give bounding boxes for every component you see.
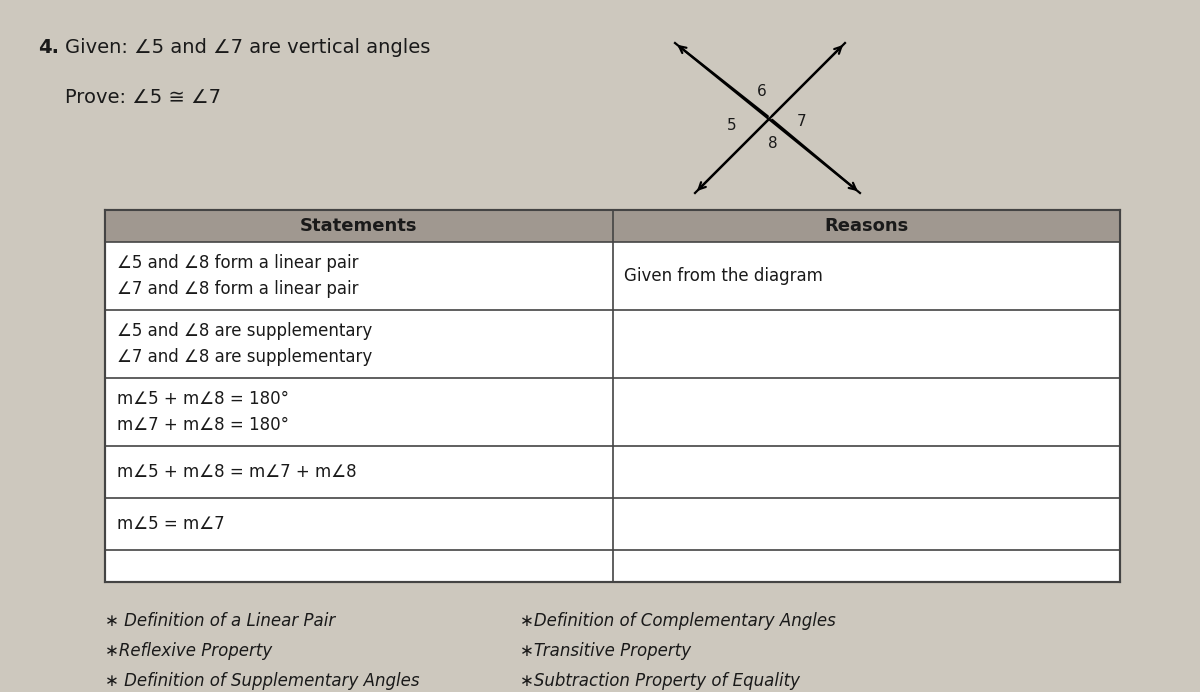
Text: Prove: ∠5 ≅ ∠7: Prove: ∠5 ≅ ∠7 <box>65 88 221 107</box>
Text: Statements: Statements <box>300 217 418 235</box>
Text: ∗Reflexive Property: ∗Reflexive Property <box>106 642 272 660</box>
Text: ∗Subtraction Property of Equality: ∗Subtraction Property of Equality <box>520 672 800 690</box>
Text: Reasons: Reasons <box>824 217 908 235</box>
Text: ∗Definition of Complementary Angles: ∗Definition of Complementary Angles <box>520 612 835 630</box>
Text: 4.: 4. <box>38 38 59 57</box>
Text: m∠5 = m∠7: m∠5 = m∠7 <box>118 515 224 533</box>
Text: 6: 6 <box>757 84 767 100</box>
Bar <box>106 210 1120 582</box>
Text: 7: 7 <box>797 113 806 129</box>
Text: 5: 5 <box>727 118 737 134</box>
Text: m∠5 + m∠8 = 180°
m∠7 + m∠8 = 180°: m∠5 + m∠8 = 180° m∠7 + m∠8 = 180° <box>118 390 289 433</box>
Text: ∗ Definition of a Linear Pair: ∗ Definition of a Linear Pair <box>106 612 335 630</box>
Text: ∗Transitive Property: ∗Transitive Property <box>520 642 691 660</box>
Text: 8: 8 <box>768 136 778 152</box>
Text: m∠5 + m∠8 = m∠7 + m∠8: m∠5 + m∠8 = m∠7 + m∠8 <box>118 463 356 481</box>
Text: ∠5 and ∠8 are supplementary
∠7 and ∠8 are supplementary: ∠5 and ∠8 are supplementary ∠7 and ∠8 ar… <box>118 322 372 365</box>
Text: Given from the diagram: Given from the diagram <box>624 267 823 285</box>
Text: Given: ∠5 and ∠7 are vertical angles: Given: ∠5 and ∠7 are vertical angles <box>65 38 431 57</box>
Text: ∠5 and ∠8 form a linear pair
∠7 and ∠8 form a linear pair: ∠5 and ∠8 form a linear pair ∠7 and ∠8 f… <box>118 255 359 298</box>
Bar <box>106 210 1120 242</box>
Text: ∗ Definition of Supplementary Angles: ∗ Definition of Supplementary Angles <box>106 672 420 690</box>
